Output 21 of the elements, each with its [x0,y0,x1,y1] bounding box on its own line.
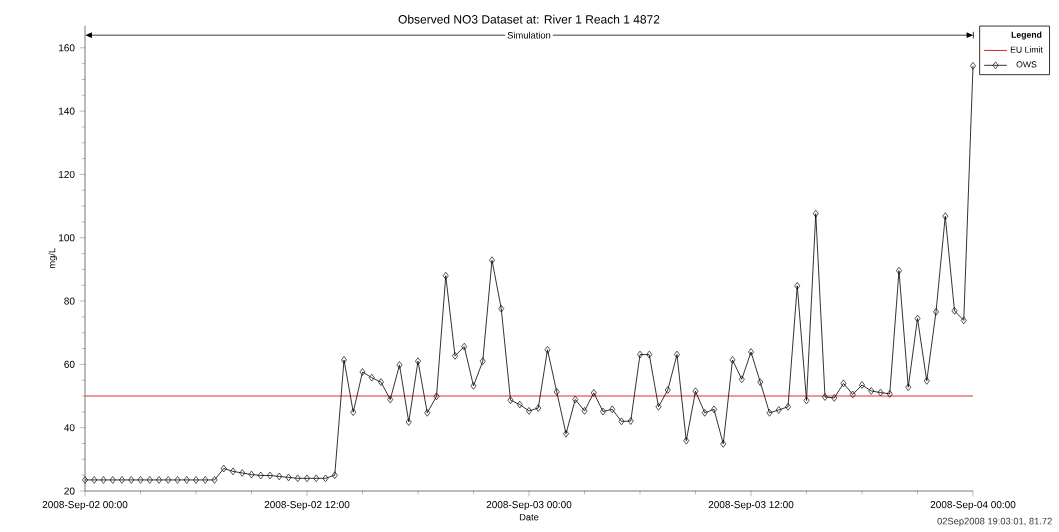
y-tick-label: 60 [64,360,75,368]
x-tick-label: 2008-Sep-02 12:00 [264,501,350,511]
legend-label: EU Limit [1010,46,1043,53]
y-tick-label: 120 [59,170,75,178]
text: 02Sep2008 19:03:01, 81.72 [937,517,1052,527]
x-tick-label: 2008-Sep-03 00:00 [486,501,572,511]
y-tick-label: 40 [64,424,75,432]
x-tick-label: 2008-Sep-02 00:00 [42,501,128,511]
y-tick-label: 100 [59,234,75,242]
annotation: Simulation [507,31,551,39]
legend-title: Legend [1011,31,1042,40]
x-axis-title: Date [519,513,539,521]
legend-label: OWS [1016,61,1037,68]
y-tick-label: 20 [64,487,75,495]
x-tick-label: 2008-Sep-03 12:00 [708,501,794,511]
x-tick-label: 2008-Sep-04 00:00 [930,501,1016,511]
y-tick-label: 80 [64,297,75,305]
y-tick-label: 160 [59,44,75,52]
y-tick-label: 140 [59,107,75,115]
chart-title: Observed NO3 Dataset at: River 1 Reach 1 4872 [398,14,660,24]
y-axis-title: mg/L [48,248,58,269]
